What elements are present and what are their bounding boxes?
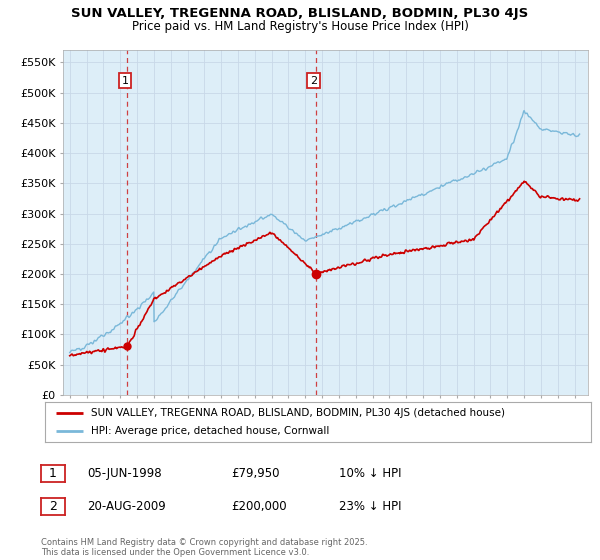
Text: 2: 2	[49, 500, 57, 514]
Text: £200,000: £200,000	[231, 500, 287, 514]
Text: 2: 2	[310, 76, 317, 86]
Text: £79,950: £79,950	[231, 466, 280, 480]
Text: 05-JUN-1998: 05-JUN-1998	[87, 466, 161, 480]
Text: HPI: Average price, detached house, Cornwall: HPI: Average price, detached house, Corn…	[91, 426, 330, 436]
Text: SUN VALLEY, TREGENNA ROAD, BLISLAND, BODMIN, PL30 4JS (detached house): SUN VALLEY, TREGENNA ROAD, BLISLAND, BOD…	[91, 408, 505, 418]
Text: 23% ↓ HPI: 23% ↓ HPI	[339, 500, 401, 514]
Text: Contains HM Land Registry data © Crown copyright and database right 2025.
This d: Contains HM Land Registry data © Crown c…	[41, 538, 367, 557]
Text: 20-AUG-2009: 20-AUG-2009	[87, 500, 166, 514]
Text: 10% ↓ HPI: 10% ↓ HPI	[339, 466, 401, 480]
Text: 1: 1	[121, 76, 128, 86]
Text: 1: 1	[49, 466, 57, 480]
Text: Price paid vs. HM Land Registry's House Price Index (HPI): Price paid vs. HM Land Registry's House …	[131, 20, 469, 32]
Text: SUN VALLEY, TREGENNA ROAD, BLISLAND, BODMIN, PL30 4JS: SUN VALLEY, TREGENNA ROAD, BLISLAND, BOD…	[71, 7, 529, 20]
